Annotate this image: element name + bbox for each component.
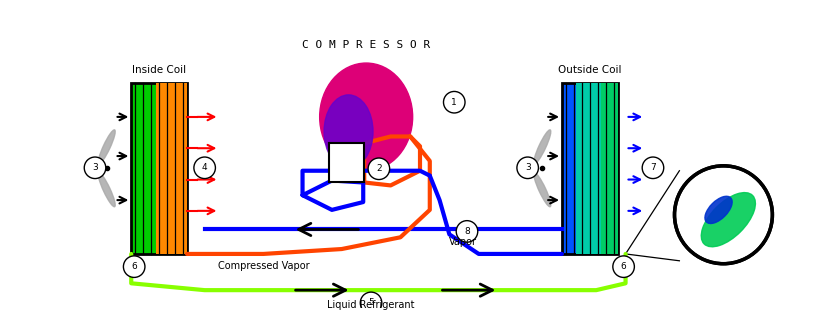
Bar [329, 143, 365, 182]
Circle shape [613, 256, 634, 277]
Ellipse shape [534, 130, 551, 164]
Ellipse shape [705, 196, 732, 223]
Text: Vapor: Vapor [449, 237, 477, 247]
Ellipse shape [324, 95, 373, 168]
Text: 7: 7 [650, 163, 656, 172]
Circle shape [194, 157, 215, 178]
Bar [601, 83, 617, 254]
Text: 8: 8 [465, 227, 470, 236]
Circle shape [675, 166, 773, 264]
Circle shape [123, 256, 145, 277]
Text: Compressed Vapor: Compressed Vapor [218, 261, 309, 271]
Circle shape [643, 157, 664, 178]
Circle shape [84, 157, 106, 178]
Ellipse shape [320, 63, 412, 171]
Bar [562, 83, 617, 254]
Circle shape [517, 157, 538, 178]
Text: 6: 6 [131, 262, 137, 271]
Bar [576, 83, 604, 254]
Text: Inside Coil: Inside Coil [132, 65, 186, 75]
Circle shape [368, 158, 390, 180]
Ellipse shape [534, 173, 551, 207]
Text: 2: 2 [376, 164, 381, 173]
Text: 6: 6 [621, 262, 627, 271]
Circle shape [444, 91, 465, 113]
Circle shape [456, 221, 478, 242]
Text: 5: 5 [368, 298, 374, 307]
Ellipse shape [98, 173, 115, 207]
Text: 3: 3 [92, 163, 98, 172]
Circle shape [360, 292, 382, 313]
Text: 4: 4 [202, 163, 207, 172]
Bar [131, 83, 187, 254]
Text: Outside Coil: Outside Coil [558, 65, 622, 75]
Bar [156, 83, 187, 254]
Ellipse shape [701, 192, 755, 247]
Text: C O M P R E S S O R: C O M P R E S S O R [302, 40, 430, 50]
Text: 1: 1 [451, 98, 457, 107]
Ellipse shape [98, 130, 115, 164]
Text: 3: 3 [525, 163, 531, 172]
Text: Liquid Refrigerant: Liquid Refrigerant [328, 300, 415, 310]
